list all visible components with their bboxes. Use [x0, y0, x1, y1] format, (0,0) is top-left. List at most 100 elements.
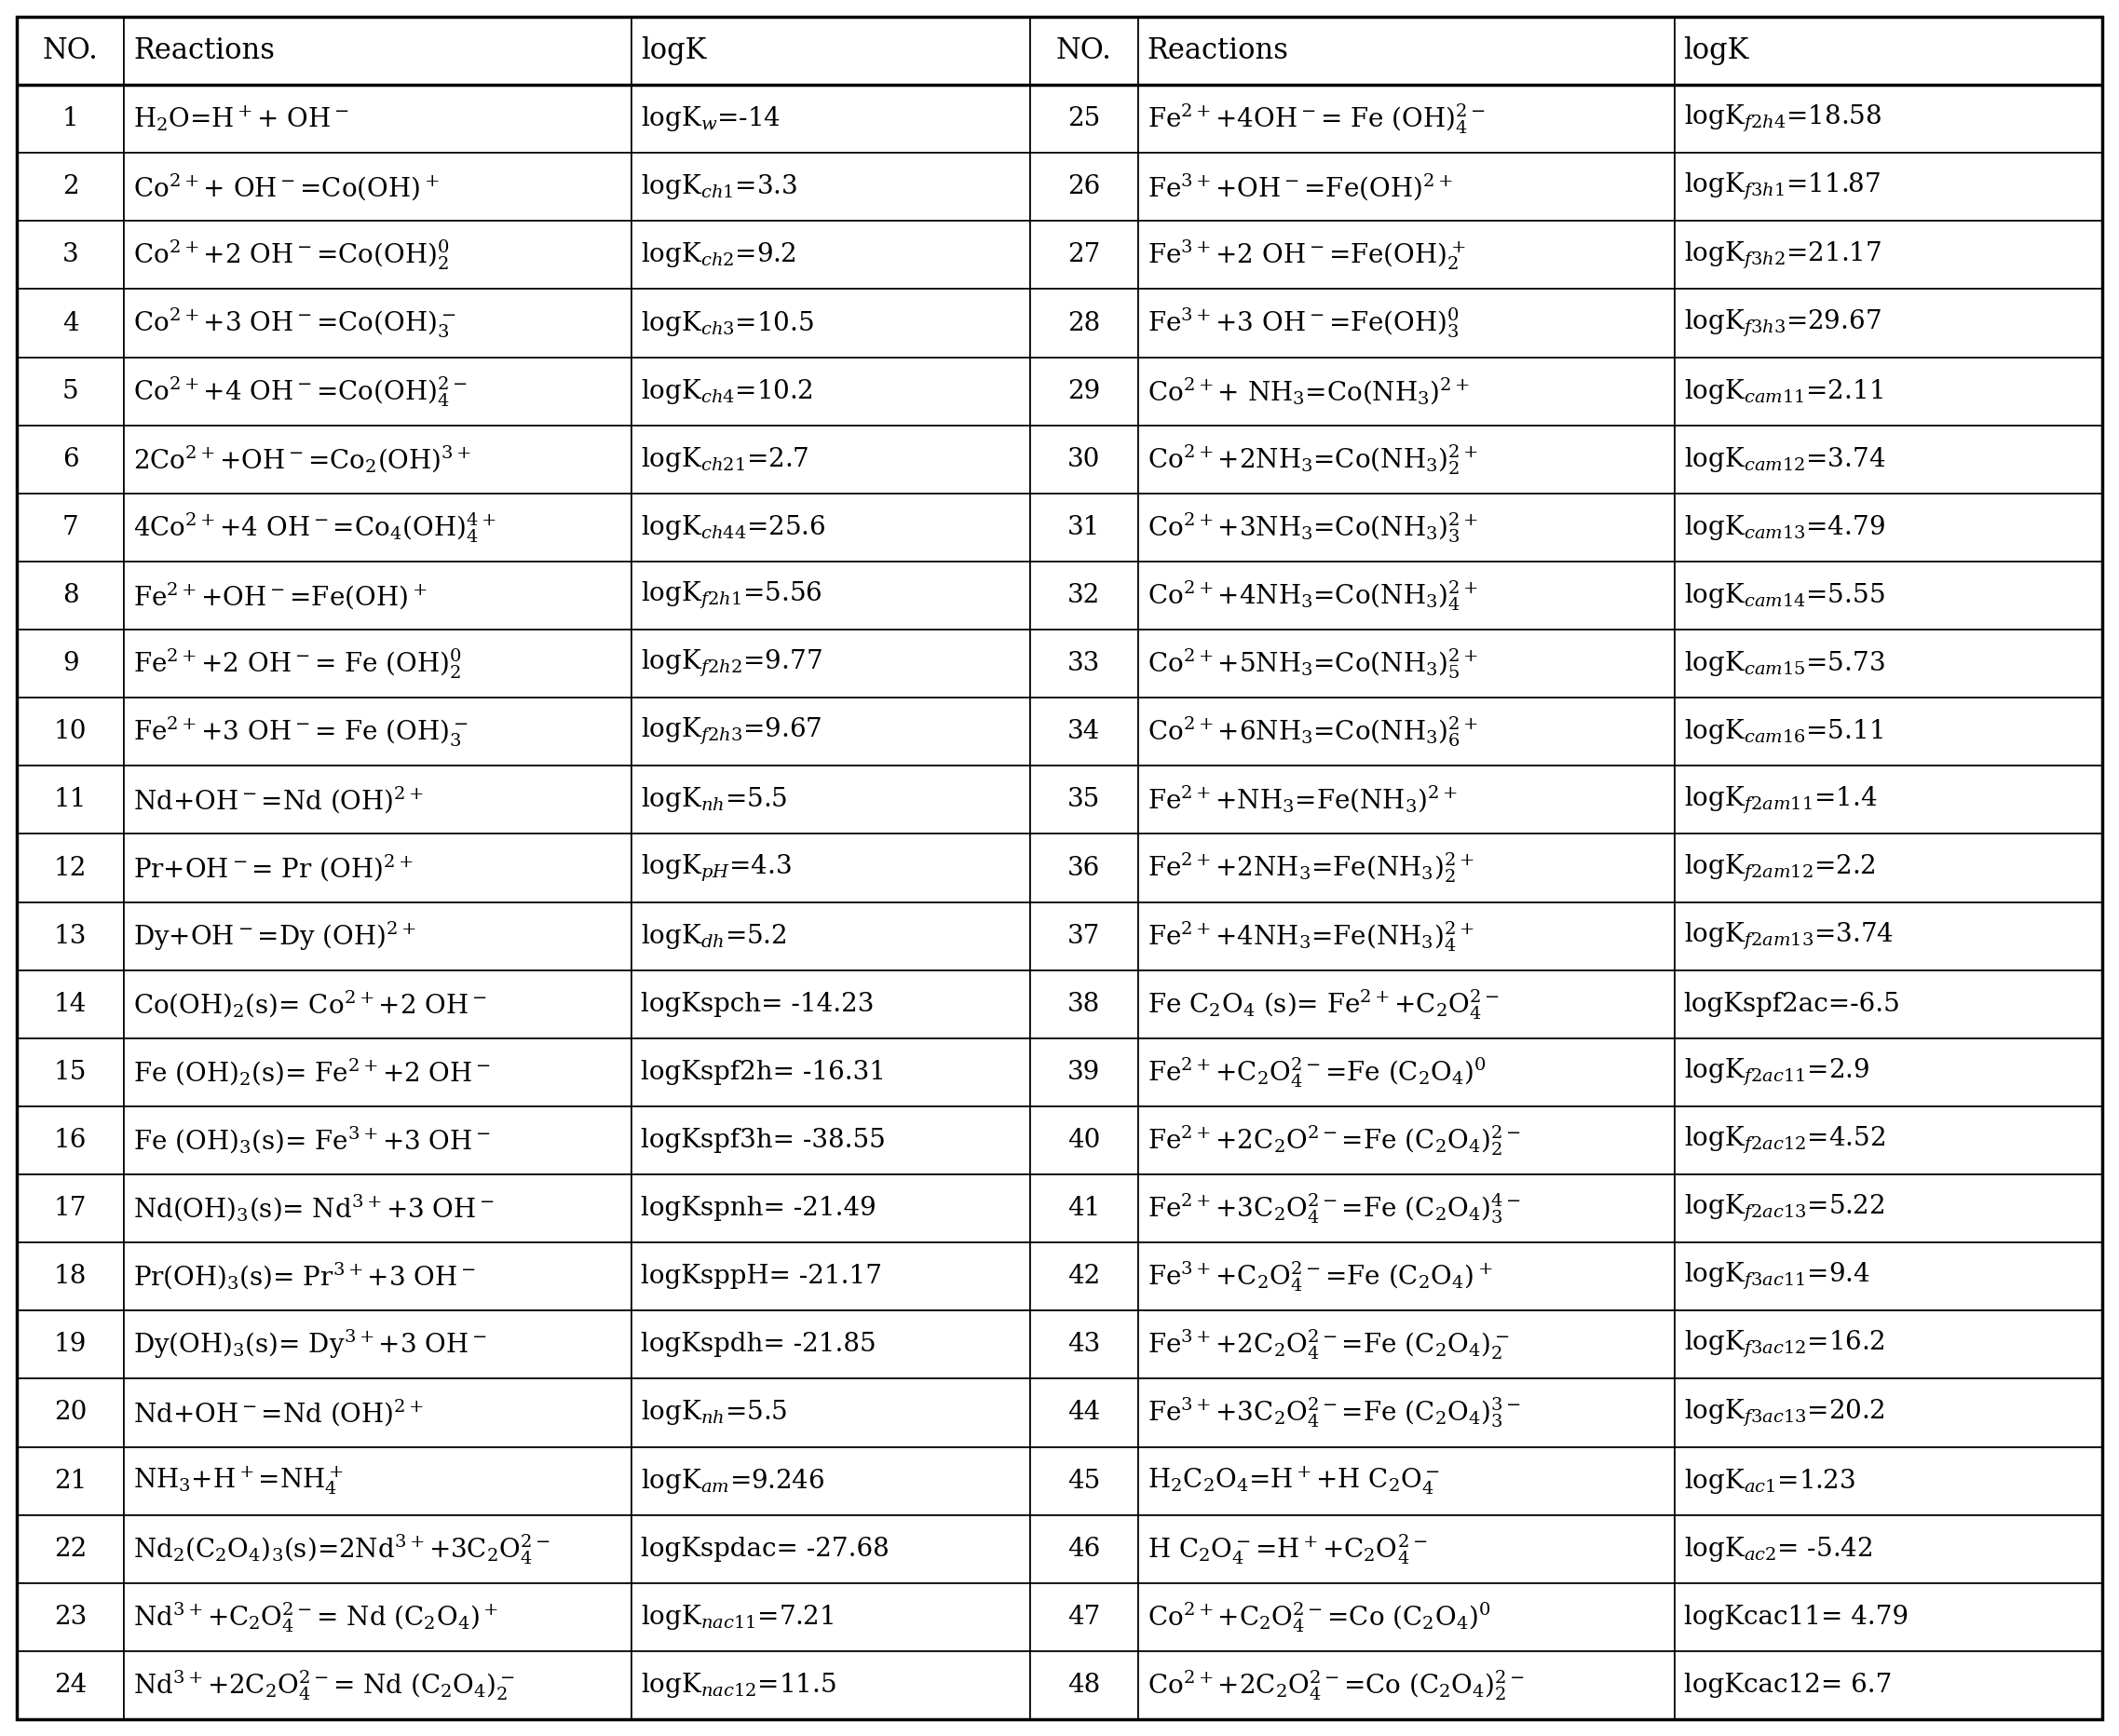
- Text: 29: 29: [1068, 378, 1100, 404]
- Bar: [1674, 903, 2102, 970]
- Text: 4: 4: [61, 311, 78, 335]
- Bar: [125, 698, 631, 766]
- Text: logK$_{f2h1}$=5.56: logK$_{f2h1}$=5.56: [640, 580, 822, 611]
- Bar: [1030, 220, 1138, 290]
- Text: logKcac12= 6.7: logKcac12= 6.7: [1685, 1672, 1892, 1698]
- Bar: [125, 290, 631, 358]
- Text: 9: 9: [61, 651, 78, 677]
- Bar: [631, 1583, 1030, 1651]
- Text: logKspf2h= -16.31: logKspf2h= -16.31: [640, 1059, 886, 1085]
- Text: 42: 42: [1068, 1264, 1100, 1290]
- Text: logK$_{dh}$=5.2: logK$_{dh}$=5.2: [640, 922, 786, 951]
- Text: logK$_{nh}$=5.5: logK$_{nh}$=5.5: [640, 1399, 788, 1427]
- Bar: [1674, 1038, 2102, 1106]
- Bar: [631, 903, 1030, 970]
- Text: 21: 21: [55, 1469, 87, 1493]
- Text: 6: 6: [61, 446, 78, 472]
- Text: logK$_{f2am11}$=1.4: logK$_{f2am11}$=1.4: [1685, 785, 1877, 816]
- Bar: [125, 561, 631, 630]
- Text: 25: 25: [1068, 106, 1100, 132]
- Bar: [631, 1516, 1030, 1583]
- Bar: [17, 903, 125, 970]
- Text: 38: 38: [1068, 991, 1100, 1017]
- Bar: [1138, 1378, 1674, 1446]
- Bar: [631, 290, 1030, 358]
- Bar: [631, 1311, 1030, 1378]
- Text: logK$_{f3h3}$=29.67: logK$_{f3h3}$=29.67: [1685, 307, 1882, 339]
- Text: H$_2$O=H$^+$+ OH$^-$: H$_2$O=H$^+$+ OH$^-$: [133, 104, 350, 134]
- Text: 7: 7: [61, 516, 78, 540]
- Text: logK$_{f2h2}$=9.77: logK$_{f2h2}$=9.77: [640, 648, 822, 679]
- Text: 15: 15: [55, 1059, 87, 1085]
- Bar: [125, 1446, 631, 1516]
- Bar: [17, 425, 125, 493]
- Bar: [1674, 425, 2102, 493]
- Bar: [1030, 1516, 1138, 1583]
- Text: Fe$^{3+}$+2 OH$^-$=Fe(OH)$_2^+$: Fe$^{3+}$+2 OH$^-$=Fe(OH)$_2^+$: [1146, 238, 1466, 273]
- Bar: [125, 358, 631, 425]
- Text: logKspf2ac=-6.5: logKspf2ac=-6.5: [1685, 991, 1901, 1017]
- Text: Fe$^{2+}$+2 OH$^-$= Fe (OH)$_2^0$: Fe$^{2+}$+2 OH$^-$= Fe (OH)$_2^0$: [133, 646, 462, 681]
- Bar: [1138, 903, 1674, 970]
- Bar: [1674, 153, 2102, 220]
- Text: Co$^{2+}$+2NH$_3$=Co(NH$_3$)$_2^{2+}$: Co$^{2+}$+2NH$_3$=Co(NH$_3$)$_2^{2+}$: [1146, 443, 1477, 477]
- Text: 30: 30: [1068, 446, 1100, 472]
- Text: Fe (OH)$_3$(s)= Fe$^{3+}$+3 OH$^-$: Fe (OH)$_3$(s)= Fe$^{3+}$+3 OH$^-$: [133, 1125, 492, 1156]
- Bar: [1030, 1446, 1138, 1516]
- Bar: [1030, 290, 1138, 358]
- Text: Co$^{2+}$+3NH$_3$=Co(NH$_3$)$_3^{2+}$: Co$^{2+}$+3NH$_3$=Co(NH$_3$)$_3^{2+}$: [1146, 510, 1477, 545]
- Bar: [17, 970, 125, 1038]
- Text: logK$_{f2am13}$=3.74: logK$_{f2am13}$=3.74: [1685, 920, 1892, 951]
- Text: Nd$^{3+}$+2C$_2$O$_4^{2-}$= Nd (C$_2$O$_4$)$_2^-$: Nd$^{3+}$+2C$_2$O$_4^{2-}$= Nd (C$_2$O$_…: [133, 1668, 515, 1703]
- Bar: [1138, 561, 1674, 630]
- Text: 43: 43: [1068, 1332, 1100, 1358]
- Text: logK$_{ch4}$=10.2: logK$_{ch4}$=10.2: [640, 377, 812, 406]
- Bar: [125, 1175, 631, 1243]
- Text: 36: 36: [1068, 856, 1100, 880]
- Bar: [1138, 630, 1674, 698]
- Text: 47: 47: [1068, 1604, 1100, 1630]
- Bar: [125, 766, 631, 833]
- Bar: [631, 561, 1030, 630]
- Text: Fe$^{2+}$+NH$_3$=Fe(NH$_3$)$^{2+}$: Fe$^{2+}$+NH$_3$=Fe(NH$_3$)$^{2+}$: [1146, 785, 1458, 816]
- Bar: [1674, 85, 2102, 153]
- Text: logK: logK: [640, 36, 706, 66]
- Bar: [125, 1378, 631, 1446]
- Bar: [125, 1038, 631, 1106]
- Bar: [631, 153, 1030, 220]
- Text: NH$_3$+H$^+$=NH$_4^+$: NH$_3$+H$^+$=NH$_4^+$: [133, 1465, 343, 1496]
- Bar: [1674, 1583, 2102, 1651]
- Bar: [631, 1446, 1030, 1516]
- Text: logK$_{cam14}$=5.55: logK$_{cam14}$=5.55: [1685, 582, 1884, 609]
- Bar: [125, 970, 631, 1038]
- Bar: [1138, 1038, 1674, 1106]
- Text: 37: 37: [1068, 924, 1100, 948]
- Text: logK$_{cam15}$=5.73: logK$_{cam15}$=5.73: [1685, 649, 1884, 679]
- Text: logK$_{ch1}$=3.3: logK$_{ch1}$=3.3: [640, 172, 797, 201]
- Text: Co$^{2+}$+C$_2$O$_4^{2-}$=Co (C$_2$O$_4$)$^0$: Co$^{2+}$+C$_2$O$_4^{2-}$=Co (C$_2$O$_4$…: [1146, 1601, 1490, 1634]
- Text: logK$_{f2am12}$=2.2: logK$_{f2am12}$=2.2: [1685, 852, 1875, 884]
- Text: 46: 46: [1068, 1536, 1100, 1562]
- Bar: [1674, 1378, 2102, 1446]
- Text: logK$_{ac2}$= -5.42: logK$_{ac2}$= -5.42: [1685, 1535, 1871, 1564]
- Bar: [1138, 1516, 1674, 1583]
- Bar: [1674, 1106, 2102, 1175]
- Bar: [1138, 1243, 1674, 1311]
- Bar: [125, 903, 631, 970]
- Bar: [1030, 17, 1138, 85]
- Bar: [1138, 358, 1674, 425]
- Text: Pr(OH)$_3$(s)= Pr$^{3+}$+3 OH$^-$: Pr(OH)$_3$(s)= Pr$^{3+}$+3 OH$^-$: [133, 1260, 477, 1292]
- Text: Fe$^{2+}$+3C$_2$O$_4^{2-}$=Fe (C$_2$O$_4$)$_3^{4-}$: Fe$^{2+}$+3C$_2$O$_4^{2-}$=Fe (C$_2$O$_4…: [1146, 1191, 1519, 1226]
- Text: 39: 39: [1068, 1059, 1100, 1085]
- Text: Fe$^{3+}$+C$_2$O$_4^{2-}$=Fe (C$_2$O$_4$)$^+$: Fe$^{3+}$+C$_2$O$_4^{2-}$=Fe (C$_2$O$_4$…: [1146, 1259, 1492, 1293]
- Text: logKspf3h= -38.55: logKspf3h= -38.55: [640, 1128, 886, 1153]
- Bar: [1030, 1243, 1138, 1311]
- Bar: [125, 630, 631, 698]
- Text: 48: 48: [1068, 1672, 1100, 1698]
- Bar: [125, 1106, 631, 1175]
- Bar: [1030, 85, 1138, 153]
- Bar: [1138, 970, 1674, 1038]
- Text: H$_2$C$_2$O$_4$=H$^+$+H C$_2$O$_4^-$: H$_2$C$_2$O$_4$=H$^+$+H C$_2$O$_4^-$: [1146, 1465, 1439, 1496]
- Bar: [1030, 833, 1138, 903]
- Text: 41: 41: [1068, 1196, 1100, 1220]
